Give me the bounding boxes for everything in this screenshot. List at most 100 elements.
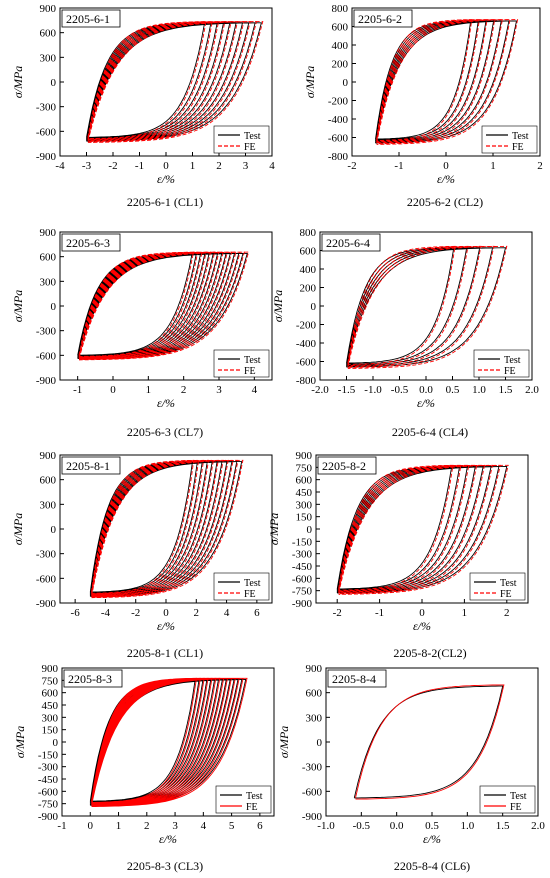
y-tick-label: -300 [36, 102, 57, 114]
legend-label-test: Test [500, 578, 517, 589]
y-tick-label: -300 [38, 762, 59, 774]
y-tick-label: 900 [40, 450, 57, 462]
y-tick-label: -600 [36, 126, 57, 138]
legend-label-fe: FE [504, 366, 516, 377]
y-tick-label: 600 [42, 688, 59, 700]
series-fe-line [91, 677, 248, 807]
legend-label-fe: FE [244, 142, 256, 153]
y-tick-label: 600 [40, 28, 57, 40]
y-tick-label: 600 [332, 22, 349, 34]
y-tick-label: -750 [38, 799, 59, 811]
series-test-line [86, 22, 262, 142]
x-axis-label: ε/% [159, 832, 177, 846]
y-tick-label: 300 [40, 499, 57, 511]
x-tick-label: -1.5 [338, 384, 356, 396]
x-tick-label: 1 [190, 160, 196, 172]
y-tick-label: 200 [332, 59, 349, 71]
x-tick-label: 1 [462, 607, 468, 619]
legend-label-fe: FE [512, 142, 524, 153]
y-tick-label: 600 [306, 688, 323, 700]
x-tick-label: 0.5 [446, 384, 460, 396]
series-fe-line [338, 464, 509, 595]
y-tick-label: 0 [311, 301, 317, 313]
legend-label-test: Test [246, 791, 263, 802]
x-tick-label: 1 [146, 384, 152, 396]
hysteresis-curves [346, 245, 508, 369]
legend-box [479, 785, 536, 814]
y-tick-label: 600 [300, 246, 317, 258]
y-tick-label: -800 [296, 375, 317, 387]
series-test-line [375, 20, 518, 144]
x-tick-label: -1 [375, 607, 384, 619]
panel-caption: 2205-8-4 (CL6) [394, 859, 470, 873]
title-box [61, 456, 121, 475]
x-tick-label: -3 [82, 160, 92, 172]
x-tick-label: -2 [333, 607, 342, 619]
x-tick-label: 4 [224, 607, 230, 619]
y-tick-label: 0 [51, 77, 57, 89]
x-tick-label: 1.0 [472, 384, 486, 396]
x-tick-label: -2 [131, 607, 140, 619]
x-tick-label: 2 [181, 384, 187, 396]
x-tick-label: 1.5 [499, 384, 513, 396]
x-tick-label: 0.0 [390, 820, 404, 832]
y-tick-label: -900 [38, 811, 59, 823]
legend-box [473, 349, 530, 378]
y-tick-label: -600 [302, 786, 323, 798]
x-tick-label: -4 [101, 607, 111, 619]
legend-box [213, 349, 270, 378]
panel-5: -6 -4 -2 0 2 4 6 -900 -600 -300 0 300 600 900 ε/% σ/MPa… [11, 450, 273, 660]
y-tick-label: 800 [332, 3, 349, 15]
panel-2: -2 -1 0 1 2 -800 -600 -400 -200 0 200 400 600 800 ε/% σ… [303, 3, 543, 209]
hysteresis-curves [353, 684, 505, 800]
panel-title: 2205-8-2 [322, 459, 366, 473]
x-tick-label: -2 [108, 160, 117, 172]
title-box [63, 669, 123, 688]
x-tick-label: 0 [110, 384, 116, 396]
panel-7: -1 0 1 2 3 4 5 6-900-750-600-450-300-1500150300… [13, 663, 275, 873]
panel-1: -4 -3 -2 -1 0 1 2 3 4 -900 -600 -300 0 300 600 900 ε/% σ/… [11, 3, 275, 209]
y-tick-label: -900 [36, 375, 57, 387]
y-tick-label: -800 [328, 151, 349, 163]
x-tick-label: -6 [71, 607, 81, 619]
x-tick-label: 1 [116, 820, 122, 832]
series-fe-line [376, 19, 519, 145]
y-tick-label: -900 [302, 811, 323, 823]
y-tick-label: -900 [36, 598, 57, 610]
y-axis-label: σ/MPa [11, 513, 25, 546]
y-tick-label: 0 [51, 524, 57, 536]
legend-label-fe: FE [244, 589, 256, 600]
y-tick-label: -400 [296, 338, 317, 350]
x-tick-label: 0.0 [419, 384, 433, 396]
panel-caption: 2205-6-2 (CL2) [407, 195, 483, 209]
y-tick-label: -400 [328, 114, 349, 126]
panel-3: -1 0 1 2 3 4 -900 -600 -300 0 300 600 900 ε/% σ/MPa 220… [11, 227, 273, 439]
series-test-line [346, 247, 507, 368]
series-fe-line [355, 684, 505, 800]
x-tick-label: 0 [163, 607, 169, 619]
x-tick-label: 2 [194, 607, 200, 619]
legend-box [481, 125, 538, 154]
x-tick-label: 5 [229, 820, 235, 832]
legend-label-test: Test [244, 578, 261, 589]
legend-box [215, 785, 272, 814]
y-tick-label: 150 [296, 512, 313, 524]
panel-caption: 2205-6-3 (CL7) [127, 425, 203, 439]
x-tick-label: 4 [252, 384, 258, 396]
panel-title: 2205-8-1 [66, 459, 110, 473]
legend-label-fe: FE [244, 366, 256, 377]
x-axis-label: ε/% [413, 619, 431, 633]
legend-label-test: Test [244, 131, 261, 142]
title-box [317, 456, 377, 475]
title-box [327, 669, 387, 688]
y-axis-label: σ/MPa [11, 66, 25, 99]
y-tick-label: 450 [42, 700, 59, 712]
series-fe-line [87, 21, 264, 143]
y-tick-label: -600 [296, 357, 317, 369]
x-axis-label: ε/% [157, 619, 175, 633]
x-tick-label: 1.5 [496, 820, 510, 832]
y-tick-label: -200 [296, 320, 317, 332]
x-tick-label: -1 [394, 160, 403, 172]
x-tick-label: -2.0 [311, 384, 329, 396]
